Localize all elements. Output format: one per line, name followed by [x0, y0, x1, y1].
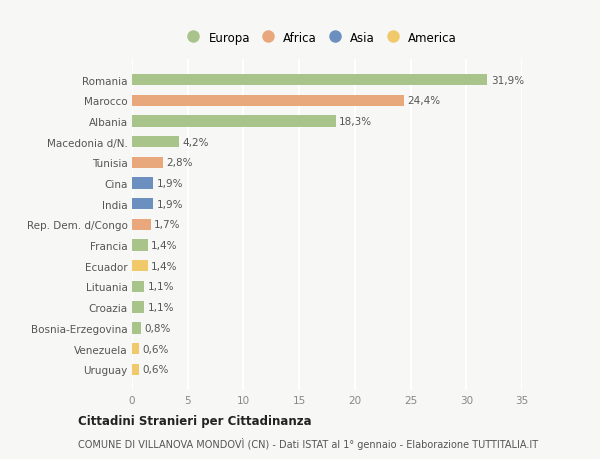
Text: 0,6%: 0,6% — [142, 344, 169, 354]
Bar — [132, 75, 487, 86]
Bar — [132, 157, 163, 168]
Bar — [132, 178, 153, 189]
Text: 0,6%: 0,6% — [142, 364, 169, 375]
Text: 1,4%: 1,4% — [151, 261, 178, 271]
Text: COMUNE DI VILLANOVA MONDOVÌ (CN) - Dati ISTAT al 1° gennaio - Elaborazione TUTTI: COMUNE DI VILLANOVA MONDOVÌ (CN) - Dati … — [78, 437, 538, 449]
Text: 1,1%: 1,1% — [148, 282, 174, 292]
Bar — [132, 281, 144, 292]
Text: 18,3%: 18,3% — [339, 117, 373, 127]
Bar — [132, 137, 179, 148]
Bar — [132, 199, 153, 210]
Bar — [132, 240, 148, 251]
Bar — [132, 95, 404, 106]
Text: 2,8%: 2,8% — [167, 158, 193, 168]
Bar — [132, 364, 139, 375]
Text: 0,8%: 0,8% — [144, 323, 170, 333]
Text: 1,9%: 1,9% — [157, 179, 183, 189]
Text: Cittadini Stranieri per Cittadinanza: Cittadini Stranieri per Cittadinanza — [78, 414, 311, 428]
Bar — [132, 219, 151, 230]
Text: 4,2%: 4,2% — [182, 137, 209, 147]
Bar — [132, 261, 148, 272]
Text: 24,4%: 24,4% — [407, 96, 440, 106]
Text: 1,4%: 1,4% — [151, 241, 178, 251]
Text: 1,9%: 1,9% — [157, 199, 183, 209]
Text: 1,7%: 1,7% — [154, 220, 181, 230]
Legend: Europa, Africa, Asia, America: Europa, Africa, Asia, America — [179, 29, 459, 47]
Bar — [132, 302, 144, 313]
Text: 31,9%: 31,9% — [491, 75, 524, 85]
Bar — [132, 343, 139, 354]
Bar — [132, 323, 141, 334]
Bar — [132, 116, 336, 127]
Text: 1,1%: 1,1% — [148, 302, 174, 313]
